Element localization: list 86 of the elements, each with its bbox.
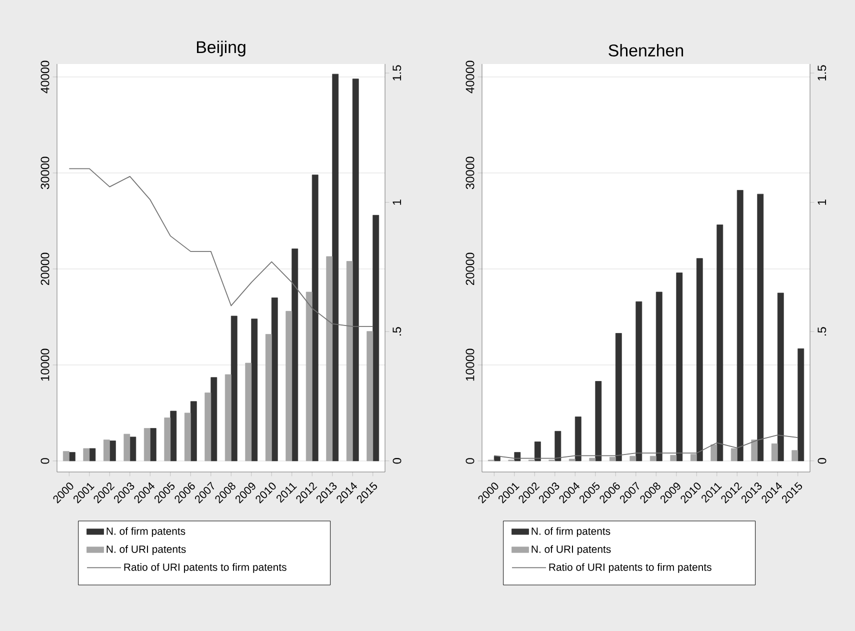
bar (346, 261, 353, 462)
bar (224, 374, 232, 462)
bar (650, 456, 656, 462)
y-tick-label: 40000 (40, 60, 50, 94)
bar (326, 256, 333, 462)
bar (736, 190, 744, 462)
bar (230, 316, 238, 462)
y-tick-label: 20000 (40, 252, 50, 285)
bar (595, 381, 602, 462)
bar (372, 214, 380, 462)
bar (210, 377, 218, 462)
bar (690, 454, 697, 462)
legend-label: Ratio of URI patents to firm patents (549, 563, 712, 573)
bar (312, 174, 318, 462)
bar (630, 456, 636, 462)
bar (170, 410, 177, 462)
bar (109, 440, 116, 462)
bar (676, 272, 683, 462)
bar (286, 310, 292, 462)
bar (306, 292, 312, 462)
y2-tick-label: 1 (392, 200, 402, 205)
bar (777, 292, 784, 462)
bar (265, 334, 272, 462)
y-tick-label: 30000 (40, 156, 50, 190)
bar (534, 442, 541, 462)
bar (332, 74, 339, 462)
y2-tick-label: 1 (818, 200, 826, 205)
bar (771, 443, 778, 462)
bar (670, 454, 677, 462)
y-tick-label: 30000 (466, 156, 474, 190)
bar (589, 458, 596, 462)
bar (636, 301, 642, 462)
bar (68, 452, 76, 462)
y-tick-label: 20000 (466, 252, 474, 285)
bar (251, 318, 258, 462)
bar (615, 333, 622, 462)
y2-tick-label: 0 (818, 458, 826, 464)
bar (130, 436, 136, 462)
bar (366, 331, 374, 462)
bar (352, 78, 359, 462)
y-tick-label: 0 (40, 458, 50, 464)
bar (83, 448, 90, 462)
bar (514, 452, 521, 462)
bar (89, 448, 96, 462)
bar (124, 434, 130, 462)
y2-tick-label: 1.5 (392, 65, 402, 80)
bar (184, 412, 191, 462)
bar (245, 362, 252, 462)
line-series (68, 168, 374, 327)
chart-title: Shenzhen (608, 44, 684, 56)
bar (554, 430, 562, 462)
y-tick-label: 10000 (466, 348, 474, 381)
bar (574, 416, 582, 462)
bar (757, 194, 764, 462)
bar (609, 456, 616, 462)
bar (696, 258, 703, 462)
bar (716, 224, 724, 462)
y2-tick-label: 0 (392, 458, 402, 464)
bar (710, 444, 718, 462)
legend-label: N. of firm patents (532, 527, 610, 537)
y2-tick-label: .5 (392, 327, 402, 336)
y-tick-label: 0 (466, 458, 474, 464)
y-tick-label: 40000 (466, 60, 474, 94)
bar (494, 456, 500, 462)
y2-tick-label: .5 (818, 327, 826, 336)
bar (144, 428, 150, 462)
bar (792, 450, 798, 462)
bar (103, 440, 110, 462)
bar (798, 348, 804, 462)
bar (271, 298, 278, 462)
bar (190, 401, 197, 462)
legend-label: N. of URI patents (106, 545, 186, 555)
legend-label: Ratio of URI patents to firm patents (124, 563, 286, 573)
bar (164, 418, 171, 462)
y2-tick-label: 1.5 (818, 65, 826, 80)
bar (656, 292, 662, 462)
bar (204, 392, 212, 462)
bar (730, 448, 738, 462)
bar (150, 428, 156, 462)
legend-label: N. of URI patents (532, 545, 611, 555)
bar (62, 451, 70, 462)
bar (292, 248, 298, 462)
bar (751, 440, 758, 462)
chart-title: Beijing (196, 40, 246, 56)
legend-label: N. of firm patents (106, 527, 186, 537)
y-tick-label: 10000 (40, 348, 50, 381)
